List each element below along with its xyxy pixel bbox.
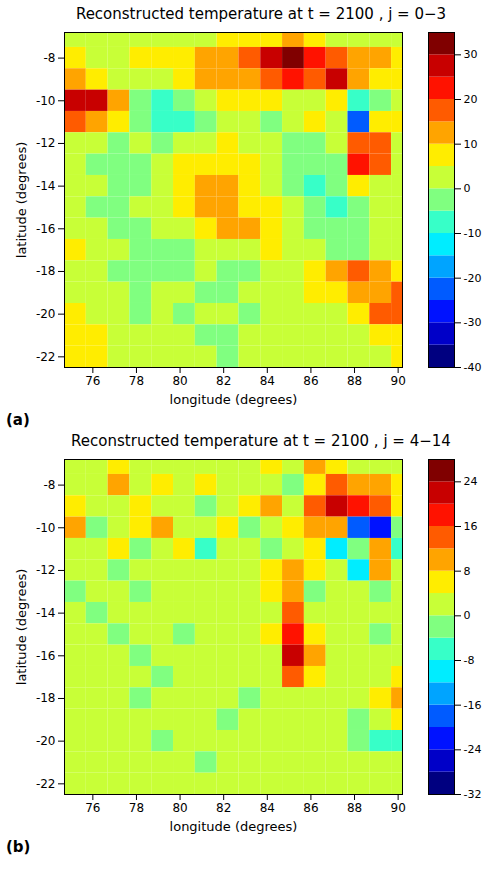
- svg-text:10: 10: [464, 138, 478, 151]
- svg-text:76: 76: [85, 374, 100, 388]
- svg-text:-20: -20: [36, 734, 56, 748]
- svg-text:88: 88: [347, 801, 362, 815]
- svg-text:latitude (degrees): latitude (degrees): [14, 569, 29, 685]
- svg-text:-16: -16: [36, 222, 56, 236]
- svg-text:-10: -10: [36, 94, 56, 108]
- svg-text:84: 84: [260, 801, 275, 815]
- svg-text:82: 82: [216, 374, 231, 388]
- svg-text:-12: -12: [36, 136, 56, 150]
- svg-text:78: 78: [129, 801, 144, 815]
- svg-text:30: 30: [464, 48, 478, 61]
- svg-text:-12: -12: [36, 563, 56, 577]
- svg-text:-14: -14: [36, 179, 56, 193]
- svg-text:90: 90: [390, 801, 405, 815]
- svg-text:-8: -8: [44, 478, 56, 492]
- svg-text:88: 88: [347, 374, 362, 388]
- svg-text:-10: -10: [464, 227, 482, 240]
- svg-text:longitude (degrees): longitude (degrees): [170, 819, 298, 834]
- svg-text:-18: -18: [36, 264, 56, 278]
- svg-text:90: 90: [390, 374, 405, 388]
- svg-text:16: 16: [464, 520, 478, 533]
- html-text:Reconstructed temperature at t: Reconstructed temperature at t = 2100 , …: [71, 432, 451, 450]
- svg-text:82: 82: [216, 801, 231, 815]
- svg-text:0: 0: [464, 182, 471, 195]
- svg-text:-22: -22: [36, 777, 56, 791]
- svg-text:76: 76: [85, 801, 100, 815]
- svg-text:-30: -30: [464, 316, 482, 329]
- svg-text:longitude (degrees): longitude (degrees): [170, 392, 298, 407]
- svg-text:-18: -18: [36, 691, 56, 705]
- svg-text:-16: -16: [36, 649, 56, 663]
- svg-text:-8: -8: [44, 51, 56, 65]
- svg-text:-22: -22: [36, 350, 56, 364]
- svg-text:-20: -20: [464, 272, 482, 285]
- svg-text:latitude (degrees): latitude (degrees): [14, 142, 29, 258]
- svg-text:86: 86: [303, 801, 318, 815]
- svg-text:80: 80: [172, 801, 187, 815]
- svg-text:0: 0: [464, 609, 471, 622]
- svg-text:-20: -20: [36, 307, 56, 321]
- svg-text:8: 8: [464, 565, 471, 578]
- svg-text:86: 86: [303, 374, 318, 388]
- html-text:(a): (a): [6, 411, 30, 429]
- svg-text:-14: -14: [36, 606, 56, 620]
- svg-text:-24: -24: [464, 743, 482, 756]
- html-text:(b): (b): [6, 838, 31, 856]
- svg-text:80: 80: [172, 374, 187, 388]
- svg-text:-32: -32: [464, 788, 482, 801]
- svg-text:78: 78: [129, 374, 144, 388]
- html-text:Reconstructed temperature at t: Reconstructed temperature at t = 2100 , …: [75, 5, 447, 23]
- svg-text:24: 24: [464, 475, 478, 488]
- svg-text:-10: -10: [36, 521, 56, 535]
- svg-text:20: 20: [464, 93, 478, 106]
- svg-text:-40: -40: [464, 361, 482, 374]
- svg-text:-16: -16: [464, 699, 482, 712]
- svg-text:-8: -8: [464, 654, 475, 667]
- svg-text:84: 84: [260, 374, 275, 388]
